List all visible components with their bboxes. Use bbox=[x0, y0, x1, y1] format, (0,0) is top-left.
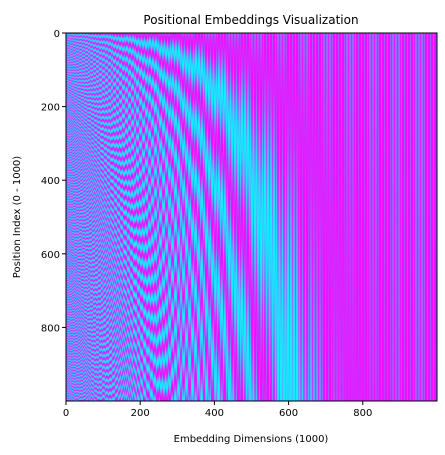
x-tick-label: 0 bbox=[63, 408, 69, 419]
y-axis-label: Position Index (0 - 1000) bbox=[12, 156, 23, 279]
heatmap-image bbox=[66, 33, 437, 401]
x-axis-ticks: 0 200 400 600 800 bbox=[63, 401, 372, 419]
y-tick-label: 600 bbox=[41, 250, 60, 261]
y-tick-label: 200 bbox=[41, 103, 60, 114]
x-tick-label: 800 bbox=[353, 408, 372, 419]
x-tick-label: 600 bbox=[279, 408, 298, 419]
chart-title: Positional Embeddings Visualization bbox=[143, 13, 358, 27]
x-tick-label: 200 bbox=[131, 408, 150, 419]
x-tick-label: 400 bbox=[205, 408, 224, 419]
y-tick-label: 800 bbox=[41, 323, 60, 334]
plot-frame bbox=[65, 32, 438, 402]
y-tick-label: 0 bbox=[54, 29, 60, 40]
y-axis-ticks: 0 200 400 600 800 bbox=[41, 29, 66, 334]
x-axis-label: Embedding Dimensions (1000) bbox=[174, 434, 329, 445]
y-tick-label: 400 bbox=[41, 176, 60, 187]
